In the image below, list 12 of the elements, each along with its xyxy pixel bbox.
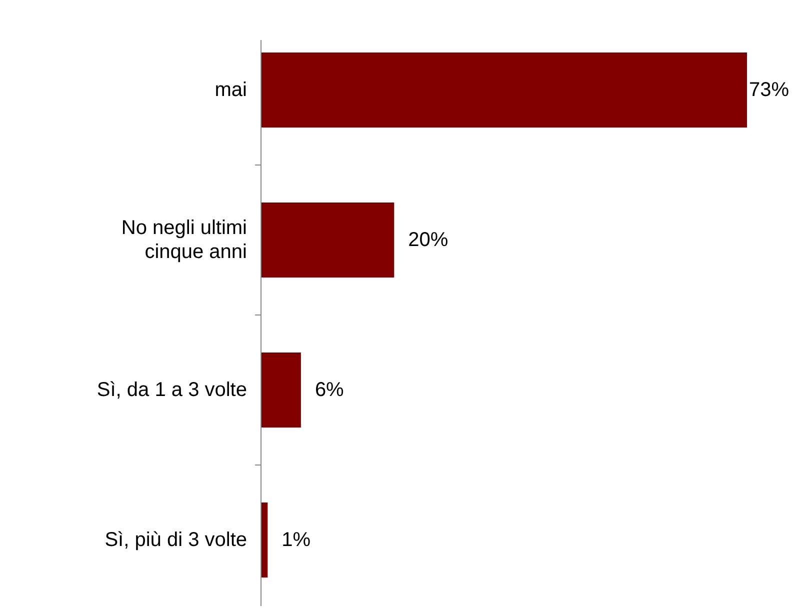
bar [261,352,301,428]
y-tick-label: No negli ultimi cinque anni [121,217,247,263]
data-label: 20% [408,229,448,251]
y-tick-label: Sì, da 1 a 3 volte [96,379,247,401]
bar [261,202,394,278]
y-tick-label: mai [214,79,247,101]
data-label: 1% [282,529,311,551]
y-tick-label: Sì, più di 3 volte [104,529,247,551]
bar [261,52,747,128]
data-label: 6% [314,379,344,401]
bar [261,502,268,578]
data-label: 73% [749,79,790,101]
